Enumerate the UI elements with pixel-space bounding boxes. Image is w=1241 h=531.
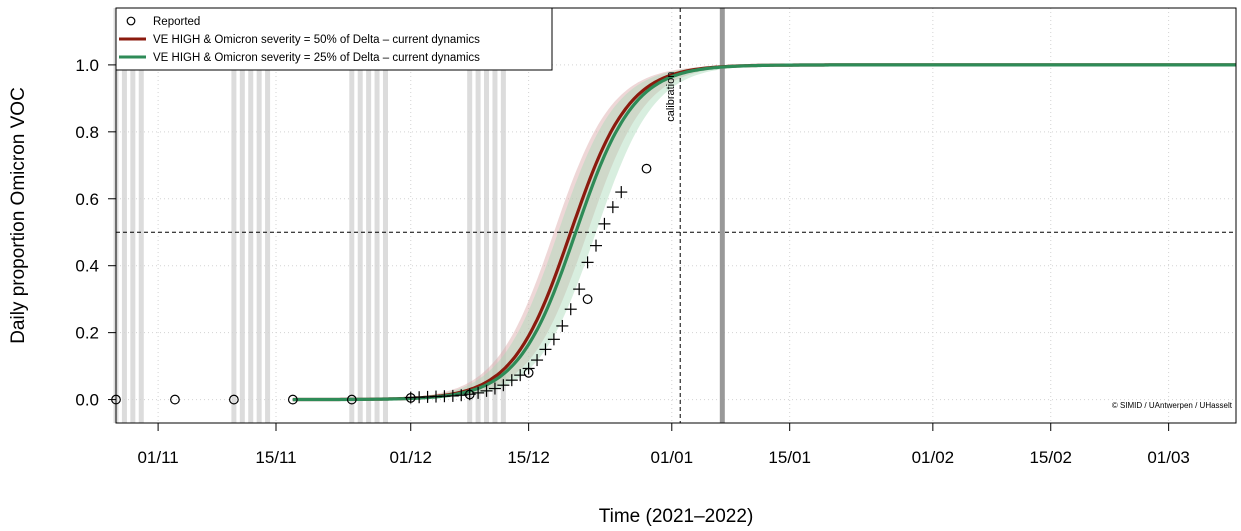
y-axis-label: Daily proportion Omicron VOC xyxy=(8,87,29,344)
data-points xyxy=(111,163,652,405)
model-estimate-point-22 xyxy=(590,239,602,252)
reported-point-9 xyxy=(641,163,652,174)
x-tick-label-6: 01/02 xyxy=(912,448,955,467)
model-estimate-point-6 xyxy=(455,389,468,402)
model-estimate-point-23 xyxy=(598,217,611,230)
reported-point-2 xyxy=(228,394,239,405)
x-axis-label: Time (2021–2022) xyxy=(599,506,754,527)
series-lines xyxy=(292,63,1236,402)
model-estimate-point-14 xyxy=(522,362,535,375)
x-axis: 01/11 15/11 01/12 15/12 01/01 15/01 01/02 15/02… xyxy=(137,423,1190,467)
x-tick-label-1: 15/11 xyxy=(255,448,296,467)
band-series-2 xyxy=(292,64,1236,400)
copyright-label: © SIMID / UAntwerpen / UHasselt xyxy=(1112,401,1233,410)
model-estimate-point-18 xyxy=(556,319,569,332)
y-tick-label-0: 0.0 xyxy=(75,391,99,410)
reported-point-1 xyxy=(170,394,180,405)
model-estimate-point-8 xyxy=(472,386,485,399)
weekend-shading-group xyxy=(113,8,506,423)
model-estimate-point-9 xyxy=(480,384,493,397)
x-tick-label-3: 15/12 xyxy=(507,448,550,467)
model-estimate-point-5 xyxy=(446,389,459,402)
model-estimate-point-21 xyxy=(581,256,594,269)
model-estimate-point-16 xyxy=(539,343,552,356)
x-tick-label-5: 15/01 xyxy=(768,448,811,467)
reported-point-3 xyxy=(287,394,298,405)
legend-label-1: VE HIGH & Omicron severity = 50% of Delt… xyxy=(153,34,480,46)
legend: Reported VE HIGH & Omicron severity = 50%… xyxy=(115,7,553,71)
model-estimate-point-13 xyxy=(514,369,527,382)
band-series-1 xyxy=(292,64,1236,400)
model-estimate-point-15 xyxy=(531,354,544,367)
y-tick-label-5: 1.0 xyxy=(75,56,99,75)
y-tick-label-2: 0.4 xyxy=(75,257,99,276)
y-tick-label-1: 0.2 xyxy=(75,324,99,343)
y-tick-label-4: 0.8 xyxy=(75,123,99,142)
plot-frame xyxy=(115,7,1237,424)
model-estimate-point-19 xyxy=(564,303,577,316)
grid-lines xyxy=(116,8,1236,423)
reported-point-4 xyxy=(346,394,357,405)
legend-label-2: VE HIGH & Omicron severity = 25% of Delt… xyxy=(153,52,480,64)
uncertainty-bands xyxy=(292,64,1236,400)
x-tick-label-8: 01/03 xyxy=(1147,448,1190,467)
x-tick-label-2: 01/12 xyxy=(389,448,432,467)
model-estimate-point-24 xyxy=(606,201,619,214)
x-tick-label-7: 15/02 xyxy=(1029,448,1072,467)
model-estimate-point-17 xyxy=(547,333,560,346)
model-estimate-point-25 xyxy=(615,186,628,199)
reference-lines xyxy=(116,8,1236,423)
legend-box xyxy=(115,7,553,71)
legend-label-0: Reported xyxy=(153,16,200,28)
model-estimate-point-11 xyxy=(497,379,510,392)
y-axis: 0.0 0.2 0.4 0.6 0.8 1.0 xyxy=(75,56,116,410)
reported-point-8 xyxy=(582,294,593,305)
legend-swatch-0 xyxy=(126,16,136,26)
x-tick-label-4: 01/01 xyxy=(651,448,694,467)
calibration-label: calibration xyxy=(665,72,677,122)
model-estimate-point-12 xyxy=(505,374,518,387)
line-series-2 xyxy=(292,63,1236,402)
model-estimate-point-10 xyxy=(488,382,501,395)
model-estimate-point-20 xyxy=(573,283,586,296)
x-tick-label-0: 01/11 xyxy=(137,448,178,467)
y-tick-label-3: 0.6 xyxy=(75,190,99,209)
model-estimate-point-7 xyxy=(463,388,476,401)
